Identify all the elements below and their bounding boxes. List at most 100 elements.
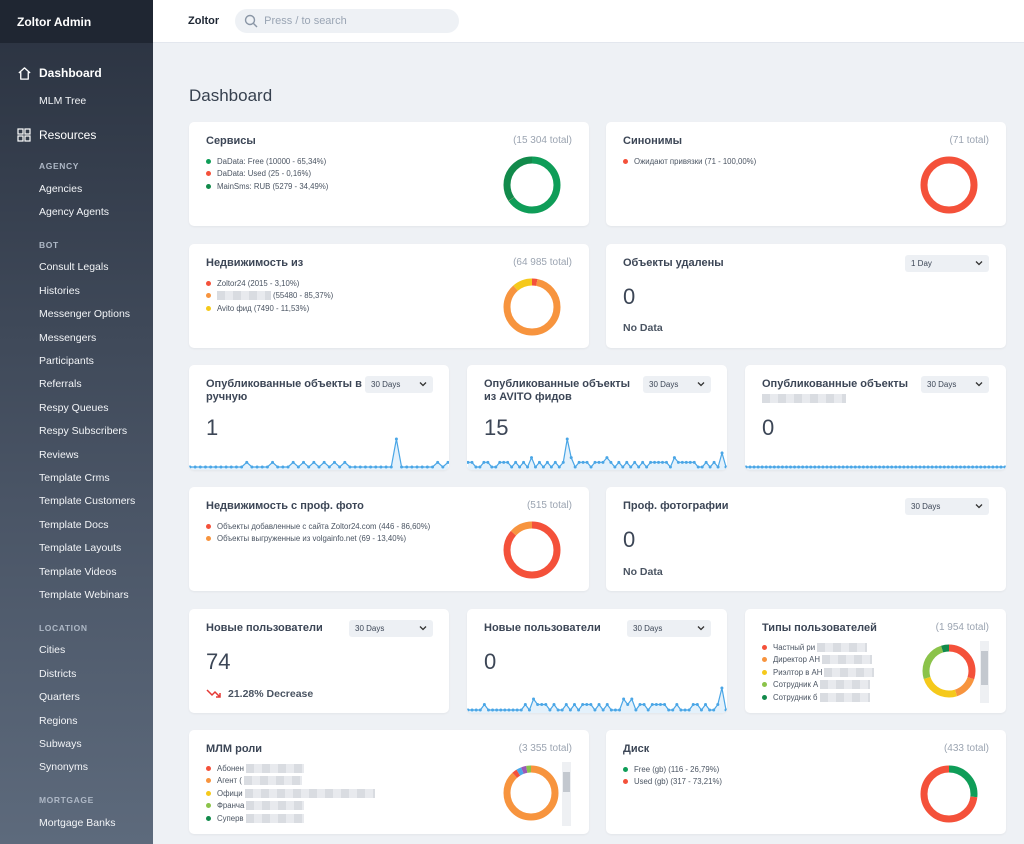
- sparkline-point[interactable]: [813, 465, 817, 469]
- sparkline-point[interactable]: [585, 703, 589, 706]
- sparkline-point[interactable]: [467, 708, 470, 712]
- sparkline-point[interactable]: [552, 703, 556, 706]
- sparkline-point[interactable]: [491, 708, 495, 712]
- sparkline-point[interactable]: [499, 708, 503, 712]
- sparkline-point[interactable]: [593, 708, 597, 712]
- legend-item[interactable]: (55480 - 85,37%): [206, 290, 333, 303]
- sparkline-point[interactable]: [522, 460, 526, 464]
- sparkline-point[interactable]: [637, 465, 641, 469]
- sparkline-point[interactable]: [756, 465, 760, 469]
- sparkline-point[interactable]: [716, 703, 720, 706]
- sparkline-point[interactable]: [548, 708, 552, 712]
- legend-item[interactable]: Франча: [206, 800, 375, 813]
- sparkline-point[interactable]: [597, 460, 601, 464]
- sparkline-point[interactable]: [470, 460, 474, 464]
- sparkline-point[interactable]: [975, 465, 979, 469]
- sparkline-point[interactable]: [882, 465, 886, 469]
- sparkline-point[interactable]: [821, 465, 825, 469]
- sparkline-point[interactable]: [198, 465, 202, 469]
- sparkline-point[interactable]: [557, 465, 561, 469]
- sparkline-point[interactable]: [601, 708, 605, 712]
- sparkline-point[interactable]: [536, 703, 540, 706]
- sparkline-point[interactable]: [229, 465, 233, 469]
- sparkline-point[interactable]: [618, 708, 622, 712]
- sparkline-point[interactable]: [805, 465, 809, 469]
- sidebar-item-referrals[interactable]: Referrals: [39, 378, 82, 391]
- legend-scrollbar[interactable]: [980, 641, 989, 703]
- sparkline-point[interactable]: [510, 465, 514, 469]
- sparkline-point[interactable]: [613, 465, 617, 469]
- sidebar-item-cities[interactable]: Cities: [39, 644, 66, 657]
- legend-item[interactable]: Директор АН: [762, 654, 874, 667]
- sparkline-point[interactable]: [696, 465, 700, 469]
- sparkline-point[interactable]: [312, 460, 316, 464]
- sparkline-point[interactable]: [609, 708, 613, 712]
- sparkline-point[interactable]: [688, 460, 692, 464]
- sparkline-point[interactable]: [942, 465, 946, 469]
- sparkline-point[interactable]: [537, 460, 541, 464]
- sparkline-point[interactable]: [954, 465, 958, 469]
- legend-item[interactable]: Объекты добавленные с сайта Zoltor24.com…: [206, 520, 430, 533]
- sparkline-point[interactable]: [474, 708, 478, 712]
- sparkline-point[interactable]: [518, 465, 522, 469]
- sparkline-point[interactable]: [950, 465, 954, 469]
- sidebar-item-quarters[interactable]: Quarters: [39, 691, 80, 704]
- donut-segment[interactable]: [503, 521, 561, 579]
- sparkline-point[interactable]: [486, 708, 490, 712]
- sparkline-point[interactable]: [995, 465, 999, 469]
- sparkline-point[interactable]: [515, 708, 519, 712]
- sparkline-point[interactable]: [680, 460, 684, 464]
- sparkline-point[interactable]: [302, 460, 306, 464]
- sparkline-point[interactable]: [671, 708, 675, 712]
- sparkline-point[interactable]: [384, 465, 388, 469]
- period-select[interactable]: 1 Day: [905, 255, 989, 272]
- sparkline-point[interactable]: [716, 465, 720, 469]
- sparkline-point[interactable]: [343, 460, 347, 464]
- sidebar-item-regions[interactable]: Regions: [39, 714, 78, 727]
- sparkline-point[interactable]: [708, 708, 712, 712]
- legend-item[interactable]: Абонен: [206, 762, 375, 775]
- sparkline-point[interactable]: [695, 703, 699, 706]
- sparkline-point[interactable]: [605, 456, 609, 460]
- sparkline-point[interactable]: [486, 460, 490, 464]
- sparkline-point[interactable]: [625, 460, 629, 464]
- sparkline-point[interactable]: [886, 465, 890, 469]
- sparkline-point[interactable]: [712, 460, 716, 464]
- sparkline-point[interactable]: [506, 460, 510, 464]
- legend-item[interactable]: Used (gb) (317 - 73,21%): [623, 776, 722, 789]
- sparkline-point[interactable]: [605, 703, 609, 706]
- sparkline-point[interactable]: [532, 697, 536, 701]
- sidebar-item-respy-queues[interactable]: Respy Queues: [39, 401, 109, 414]
- sparkline-point[interactable]: [609, 460, 613, 464]
- sparkline-point[interactable]: [784, 465, 788, 469]
- sparkline-point[interactable]: [490, 465, 494, 469]
- sparkline-point[interactable]: [645, 465, 649, 469]
- sparkline-point[interactable]: [664, 460, 668, 464]
- donut-segment[interactable]: [503, 765, 559, 821]
- sparkline-point[interactable]: [219, 465, 223, 469]
- sparkline-point[interactable]: [589, 465, 593, 469]
- sparkline-point[interactable]: [511, 708, 515, 712]
- sparkline-point[interactable]: [667, 708, 671, 712]
- legend-item[interactable]: Сотрудник А: [762, 679, 874, 692]
- sparkline-point[interactable]: [363, 465, 367, 469]
- sparkline-point[interactable]: [845, 465, 849, 469]
- sparkline-point[interactable]: [752, 465, 756, 469]
- legend-item[interactable]: Суперв: [206, 812, 375, 825]
- sparkline-point[interactable]: [991, 465, 995, 469]
- sparkline-point[interactable]: [495, 708, 499, 712]
- sparkline-point[interactable]: [687, 708, 691, 712]
- sparkline-point[interactable]: [1003, 465, 1007, 469]
- sparkline-point[interactable]: [482, 460, 486, 464]
- period-select[interactable]: 30 Days: [365, 376, 433, 393]
- sparkline-point[interactable]: [902, 465, 906, 469]
- sparkline-point[interactable]: [569, 456, 573, 460]
- legend-item[interactable]: Ожидают привязки (71 - 100,00%): [623, 155, 756, 168]
- sparkline-point[interactable]: [245, 460, 249, 464]
- sparkline-point[interactable]: [641, 460, 645, 464]
- sparkline-point[interactable]: [653, 460, 657, 464]
- sparkline-point[interactable]: [906, 465, 910, 469]
- sparkline-point[interactable]: [322, 460, 326, 464]
- sparkline-point[interactable]: [431, 465, 435, 469]
- legend-scrollbar[interactable]: [562, 762, 571, 826]
